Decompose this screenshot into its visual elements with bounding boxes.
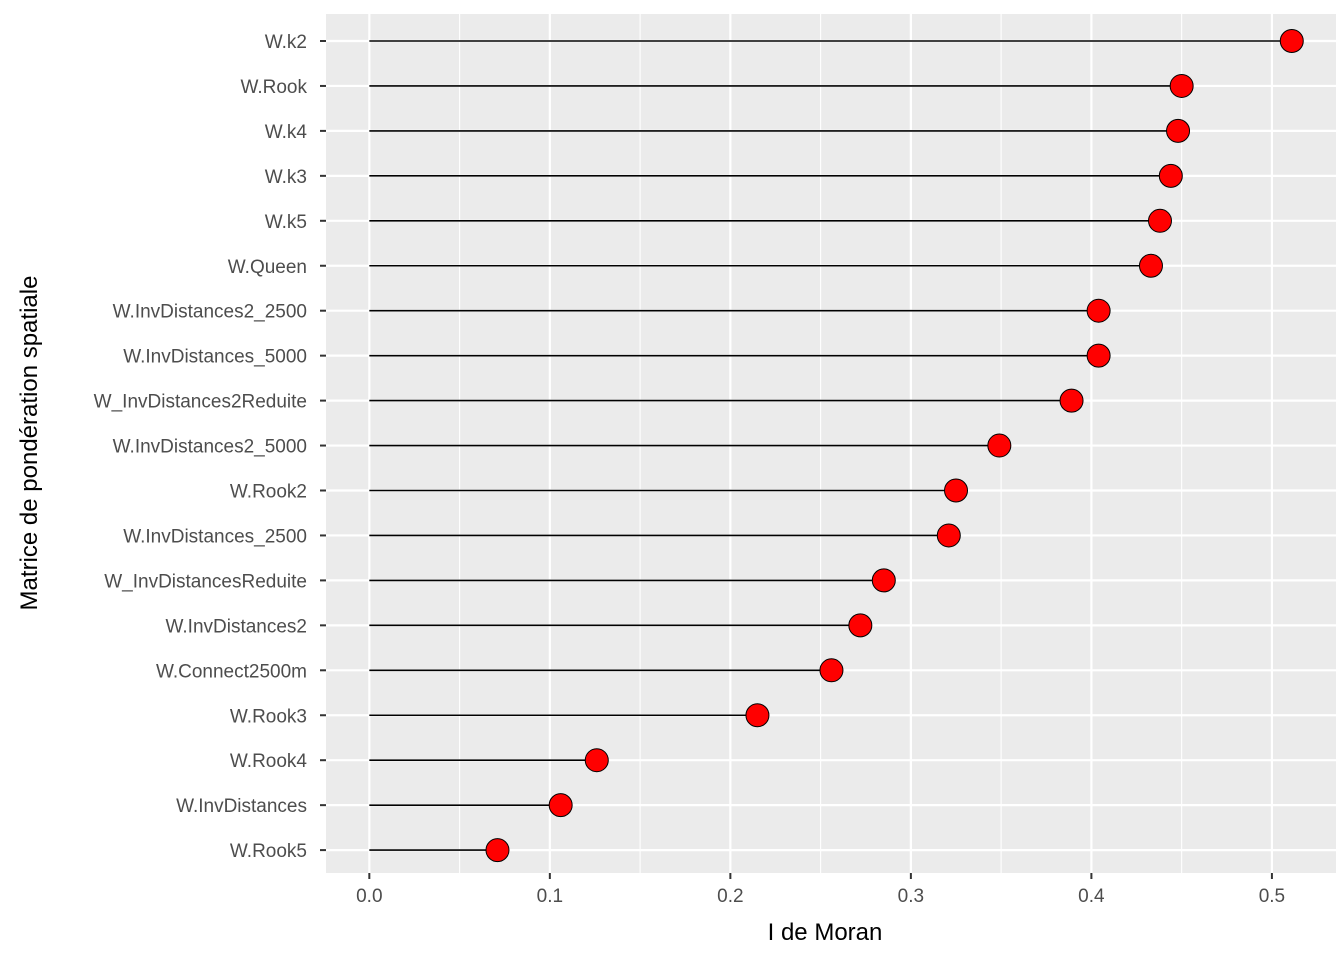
lollipop-point [584, 748, 609, 773]
lollipop-point [936, 523, 961, 548]
y-tick-label: W_InvDistancesReduite [104, 571, 307, 592]
y-tick-label: W.InvDistances2_2500 [113, 302, 307, 323]
lollipop-point [1059, 388, 1084, 413]
y-tick-label: W.k4 [265, 122, 308, 143]
x-tick-label: 0.2 [717, 886, 743, 907]
y-tick-label: W.Connect2500m [156, 661, 307, 682]
y-tick-label: W.Queen [228, 257, 307, 278]
lollipop-point [848, 613, 873, 638]
x-tick-label: 0.1 [537, 886, 563, 907]
y-tick-label: W.k3 [265, 167, 307, 188]
lollipop-point [1086, 343, 1111, 368]
y-axis-title: Matrice de pondération spatiale [16, 276, 43, 611]
y-axis-ticks: W.k2 W.Rook W.k4 W.k3 W.k5 W.Queen W.InvDistan… [94, 32, 326, 862]
x-tick-label: 0.5 [1259, 886, 1285, 907]
lollipop-points [485, 29, 1304, 863]
lollipop-point [1147, 208, 1172, 233]
lollipop-point [944, 478, 969, 503]
y-tick-label: W.Rook [240, 77, 307, 98]
lollipop-point [745, 703, 770, 728]
lollipop-point [1086, 298, 1111, 323]
lollipop-point [548, 793, 573, 818]
y-tick-label: W.Rook5 [230, 841, 307, 862]
plot-panel [326, 14, 1336, 873]
y-tick-label: W_InvDistances2Reduite [94, 392, 307, 413]
x-tick-label: 0.0 [356, 886, 382, 907]
x-axis-ticks: 0.0 0.1 0.2 0.3 0.4 0.5 [356, 873, 1285, 907]
x-tick-label: 0.3 [898, 886, 924, 907]
y-tick-label: W.Rook4 [230, 751, 308, 772]
x-axis-title: I de Moran [768, 919, 883, 946]
y-tick-label: W.k2 [265, 32, 307, 53]
y-tick-label: W.InvDistances2_5000 [113, 437, 307, 458]
lollipop-point [1169, 73, 1194, 98]
lollipop-point [987, 433, 1012, 458]
y-tick-label: W.InvDistances_5000 [123, 347, 307, 368]
y-tick-label: W.InvDistances_2500 [123, 526, 307, 547]
y-tick-label: W.Rook2 [230, 482, 307, 503]
lollipop-segments [369, 40, 1292, 851]
y-tick-label: W.InvDistances [176, 796, 307, 817]
lollipop-point [871, 568, 896, 593]
lollipop-point [485, 838, 510, 863]
lollipop-point [1138, 253, 1163, 278]
y-tick-label: W.Rook3 [230, 706, 307, 727]
y-tick-label: W.InvDistances2 [166, 616, 308, 637]
y-tick-label: W.k5 [265, 212, 307, 233]
lollipop-point [819, 658, 844, 683]
x-tick-label: 0.4 [1078, 886, 1105, 907]
lollipop-point [1166, 118, 1191, 143]
lollipop-point [1279, 29, 1304, 53]
lollipop-point [1158, 163, 1183, 188]
